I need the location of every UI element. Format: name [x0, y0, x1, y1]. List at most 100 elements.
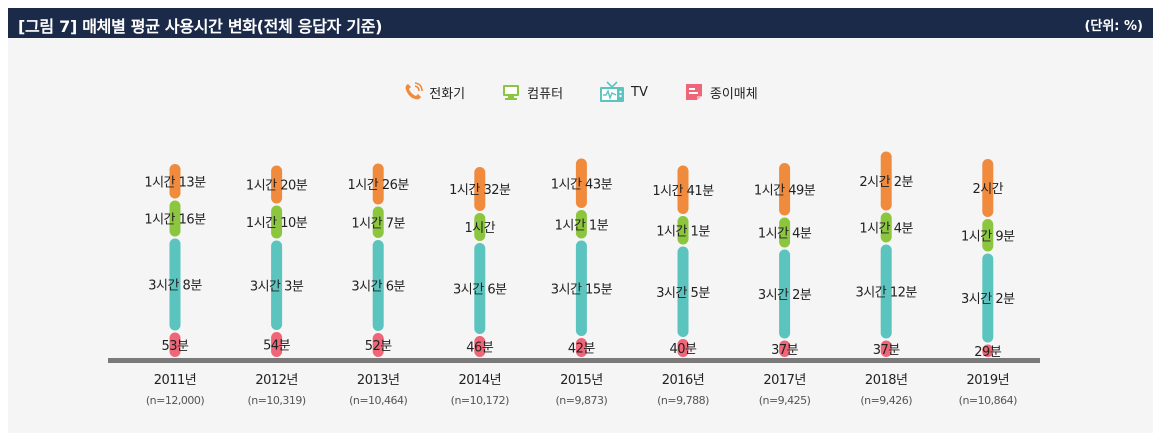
bar-tv-2	[271, 240, 283, 330]
bar-computer-3	[372, 206, 384, 238]
value-label-computer-2: 1시간 10분	[246, 216, 308, 231]
legend-label-paper: 종이매체	[709, 86, 758, 102]
value-label-tv-2: 3시간 3분	[250, 279, 304, 294]
category-label-3: 2013년	[357, 373, 400, 388]
value-label-paper-7: 37분	[771, 343, 799, 358]
bar-phone-4	[474, 167, 486, 211]
value-label-paper-2: 54분	[263, 339, 291, 354]
bar-phone-8	[880, 151, 892, 211]
value-label-phone-2: 1시간 20분	[246, 179, 308, 194]
legend-label-computer: 컴퓨터	[527, 86, 564, 102]
value-label-phone-6: 1시간 41분	[652, 184, 714, 199]
category-label-9: 2019년	[967, 373, 1010, 388]
bar-tv-1	[169, 238, 181, 331]
bar-paper-7	[779, 340, 791, 357]
bar-computer-5	[575, 210, 587, 239]
value-label-tv-1: 3시간 8분	[148, 279, 202, 294]
legend-label-tv: TV	[631, 84, 648, 100]
baseline	[108, 358, 1040, 363]
category-label-6: 2016년	[662, 373, 705, 388]
category-label-7: 2017년	[763, 373, 806, 388]
value-label-tv-6: 3시간 5분	[656, 286, 710, 301]
category-label-2: 2012년	[255, 373, 298, 388]
value-label-tv-7: 3시간 2분	[758, 288, 812, 303]
value-label-paper-1: 53분	[161, 339, 189, 354]
sample-size-label-4: (n=10,172)	[451, 394, 509, 407]
bar-tv-6	[677, 246, 689, 337]
value-label-phone-7: 1시간 49분	[754, 183, 816, 198]
sample-size-label-6: (n=9,788)	[657, 394, 709, 407]
value-label-paper-4: 46분	[466, 341, 494, 356]
sample-size-label-3: (n=10,464)	[349, 394, 407, 407]
value-label-tv-8: 3시간 12분	[856, 286, 918, 301]
chart-legend: 전화기 컴퓨터 TV	[0, 78, 1161, 106]
bar-phone-3	[372, 163, 384, 205]
legend-label-phone: 전화기	[429, 86, 466, 102]
bar-tv-9	[982, 253, 994, 343]
value-label-phone-5: 1시간 43분	[551, 177, 613, 192]
bar-tv-5	[575, 240, 587, 336]
bar-paper-4	[474, 336, 486, 357]
bar-computer-4	[474, 213, 486, 241]
value-label-paper-6: 40분	[669, 342, 697, 357]
bar-paper-3	[372, 333, 384, 357]
bar-tv-8	[880, 244, 892, 339]
category-label-4: 2014년	[459, 373, 502, 388]
bar-paper-9	[982, 344, 994, 357]
legend-item-computer: 컴퓨터	[501, 82, 563, 102]
value-label-phone-9: 2시간	[972, 182, 1003, 197]
value-label-paper-3: 52분	[365, 339, 393, 354]
bars-group	[169, 151, 994, 357]
bar-computer-2	[271, 205, 283, 239]
bar-paper-8	[880, 340, 892, 357]
value-label-computer-5: 1시간 1분	[555, 218, 609, 233]
bar-paper-6	[677, 339, 689, 357]
bar-computer-7	[779, 217, 791, 248]
sample-size-label-2: (n=10,319)	[247, 394, 305, 407]
unit-label: (단위: %)	[1084, 19, 1143, 34]
sample-size-label-1: (n=12,000)	[146, 394, 204, 407]
value-label-paper-9: 29분	[974, 345, 1002, 360]
value-label-computer-7: 1시간 4분	[758, 227, 812, 242]
bar-computer-1	[169, 200, 181, 237]
legend-item-paper: 종이매체	[684, 82, 758, 102]
category-label-1: 2011년	[154, 373, 197, 388]
computer-icon	[503, 85, 520, 100]
bar-tv-4	[474, 243, 486, 334]
value-label-phone-3: 1시간 26분	[348, 178, 410, 193]
figure-header: [그림 7] 매체별 평균 사용시간 변화(전체 응답자 기준) (단위: %)	[8, 8, 1153, 38]
value-label-tv-9: 3시간 2분	[961, 292, 1015, 307]
sample-size-label-7: (n=9,425)	[759, 394, 811, 407]
bar-phone-2	[271, 165, 283, 204]
value-label-paper-8: 37분	[873, 343, 901, 358]
legend-item-tv: TV	[599, 81, 648, 103]
figure-title: [그림 7] 매체별 평균 사용시간 변화(전체 응답자 기준)	[18, 17, 383, 36]
value-label-tv-5: 3시간 15분	[551, 282, 613, 297]
paper-media-icon	[685, 84, 702, 100]
phone-icon	[405, 82, 424, 100]
value-label-computer-4: 1시간	[464, 221, 495, 236]
bar-paper-5	[575, 338, 587, 357]
bar-tv-7	[779, 249, 791, 339]
category-label-8: 2018년	[865, 373, 908, 388]
bar-phone-9	[982, 159, 994, 217]
legend-item-phone: 전화기	[403, 82, 465, 102]
value-label-computer-8: 1시간 4분	[859, 222, 913, 237]
bar-paper-1	[169, 332, 181, 357]
value-label-phone-8: 2시간 2분	[859, 175, 913, 190]
value-label-tv-4: 3시간 6분	[453, 283, 507, 298]
sample-size-label-9: (n=10,864)	[959, 394, 1017, 407]
value-label-computer-3: 1시간 7분	[351, 216, 405, 231]
bar-tv-3	[372, 240, 384, 331]
value-label-computer-9: 1시간 9분	[961, 229, 1015, 244]
bar-phone-6	[677, 165, 689, 214]
value-label-phone-1: 1시간 13분	[144, 175, 206, 190]
value-label-tv-3: 3시간 6분	[351, 280, 405, 295]
tv-icon	[600, 81, 625, 102]
bar-computer-8	[880, 212, 892, 243]
bar-computer-9	[982, 219, 994, 252]
value-label-computer-6: 1시간 1분	[656, 224, 710, 239]
bar-computer-6	[677, 216, 689, 245]
value-label-phone-4: 1시간 32분	[449, 183, 511, 198]
